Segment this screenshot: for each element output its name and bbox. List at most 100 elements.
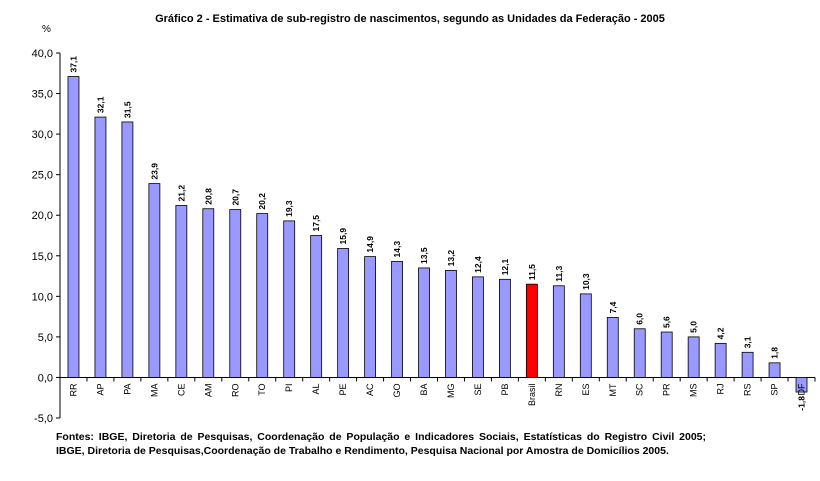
category-label: AL [311, 383, 321, 394]
value-label: 4,2 [716, 327, 726, 339]
value-label: 37,1 [68, 56, 78, 73]
category-label: TO [257, 383, 267, 395]
value-label: 6,0 [635, 313, 645, 325]
bar-pe [337, 248, 350, 378]
category-label: RO [230, 383, 240, 397]
bar-sc [633, 328, 646, 378]
bar-chart: -5,0 0,0 5,0 10,0 15,0 20,0 25,0 30,0 35,0 40,0 R… [32, 48, 816, 425]
bar-ce [175, 205, 188, 378]
bar-ro [229, 209, 242, 378]
value-label: 5,0 [689, 321, 699, 333]
bar-df [795, 377, 808, 393]
value-label: 23,9 [149, 163, 159, 180]
chart-labels: RR 37,1 AP 32,1 PA 31,5 MA 23,9 CE 21,2 AM 20,8 RO 20… [68, 56, 806, 411]
value-label: 13,5 [419, 247, 429, 264]
y-tick-label: 10,0 [32, 291, 53, 303]
category-label: AP [95, 383, 105, 395]
category-label: SP [770, 383, 780, 395]
y-tick-label: 15,0 [32, 251, 53, 263]
category-label: AM [203, 383, 213, 397]
bar-ac [364, 256, 376, 378]
bar-ba [418, 267, 430, 378]
category-label: MS [689, 383, 699, 397]
category-label: MG [446, 383, 456, 398]
value-label: 13,2 [446, 250, 456, 267]
category-label: RJ [716, 383, 726, 394]
bar-ap [94, 116, 107, 378]
value-label: 11,3 [554, 265, 564, 281]
bar-rj [714, 342, 727, 378]
category-label: RR [68, 383, 78, 396]
value-label: 20,2 [257, 193, 267, 210]
bar-pa [121, 121, 134, 378]
value-label: -1,8 [797, 396, 807, 411]
value-label: 20,7 [230, 189, 240, 206]
value-label: 12,4 [473, 256, 483, 273]
value-label: 7,4 [608, 301, 618, 313]
value-label: 12,1 [500, 258, 510, 275]
y-tick-label: 30,0 [32, 129, 53, 141]
category-label: DF [797, 383, 807, 395]
value-label: 1,8 [770, 347, 780, 359]
chart-bars [67, 76, 808, 393]
value-label: 10,3 [581, 273, 591, 290]
chart-title: Gráfico 2 - Estimativa de sub-registro d… [155, 13, 665, 25]
y-tick-label: 20,0 [32, 210, 53, 222]
category-label: MT [608, 383, 618, 396]
category-label: ES [581, 383, 591, 395]
y-tick-label: -5,0 [34, 413, 53, 425]
bar-brasil [525, 283, 538, 378]
bar-ms [687, 336, 700, 378]
value-label: 31,5 [122, 101, 132, 118]
value-label: 19,3 [284, 200, 294, 217]
category-label: GO [392, 383, 402, 397]
bar-ma [148, 183, 161, 378]
bar-al [310, 235, 323, 378]
y-tick-label: 25,0 [32, 170, 53, 182]
bar-am [202, 208, 215, 378]
bar-to [256, 213, 269, 378]
bar-sp [768, 362, 781, 378]
category-label: Brasil [527, 383, 537, 406]
category-label: PE [338, 383, 348, 395]
y-tick-label: 40,0 [32, 48, 53, 60]
value-label: 11,5 [527, 264, 537, 280]
category-label: RS [743, 383, 753, 396]
value-label: 14,9 [365, 236, 375, 253]
category-label: PA [122, 383, 132, 394]
bar-pb [499, 278, 511, 378]
value-label: 32,1 [95, 96, 105, 113]
value-label: 20,8 [203, 188, 213, 205]
value-label: 15,9 [338, 228, 348, 245]
bar-se [472, 276, 484, 378]
value-label: 14,3 [392, 241, 402, 258]
bar-pi [283, 220, 296, 378]
bar-mg [445, 269, 457, 378]
source-note: Fontes: IBGE, Diretoria de Pesquisas, Co… [56, 431, 706, 457]
bar-mt [606, 317, 619, 378]
category-label: MA [149, 383, 159, 397]
category-label: CE [176, 383, 186, 396]
bar-rs [741, 351, 754, 378]
bar-es [579, 293, 592, 378]
bar-go [391, 261, 403, 378]
value-label: 17,5 [311, 215, 321, 232]
category-label: PI [284, 383, 294, 392]
category-label: SE [473, 383, 483, 395]
bar-rn [552, 285, 565, 378]
category-label: PR [662, 383, 672, 396]
y-axis-unit-label: % [42, 24, 51, 35]
bar-rr [67, 76, 80, 378]
y-tick-label: 35,0 [32, 89, 53, 101]
category-label: SC [635, 383, 645, 396]
value-label: 21,2 [176, 185, 186, 202]
y-tick-label: 5,0 [38, 332, 53, 344]
value-label: 3,1 [743, 336, 753, 348]
category-label: RN [554, 383, 564, 396]
category-label: BA [419, 383, 429, 395]
y-tick-label: 0,0 [38, 372, 53, 384]
category-label: AC [365, 383, 375, 396]
category-label: PB [500, 383, 510, 395]
value-label: 5,6 [662, 316, 672, 328]
bar-pr [660, 331, 673, 378]
